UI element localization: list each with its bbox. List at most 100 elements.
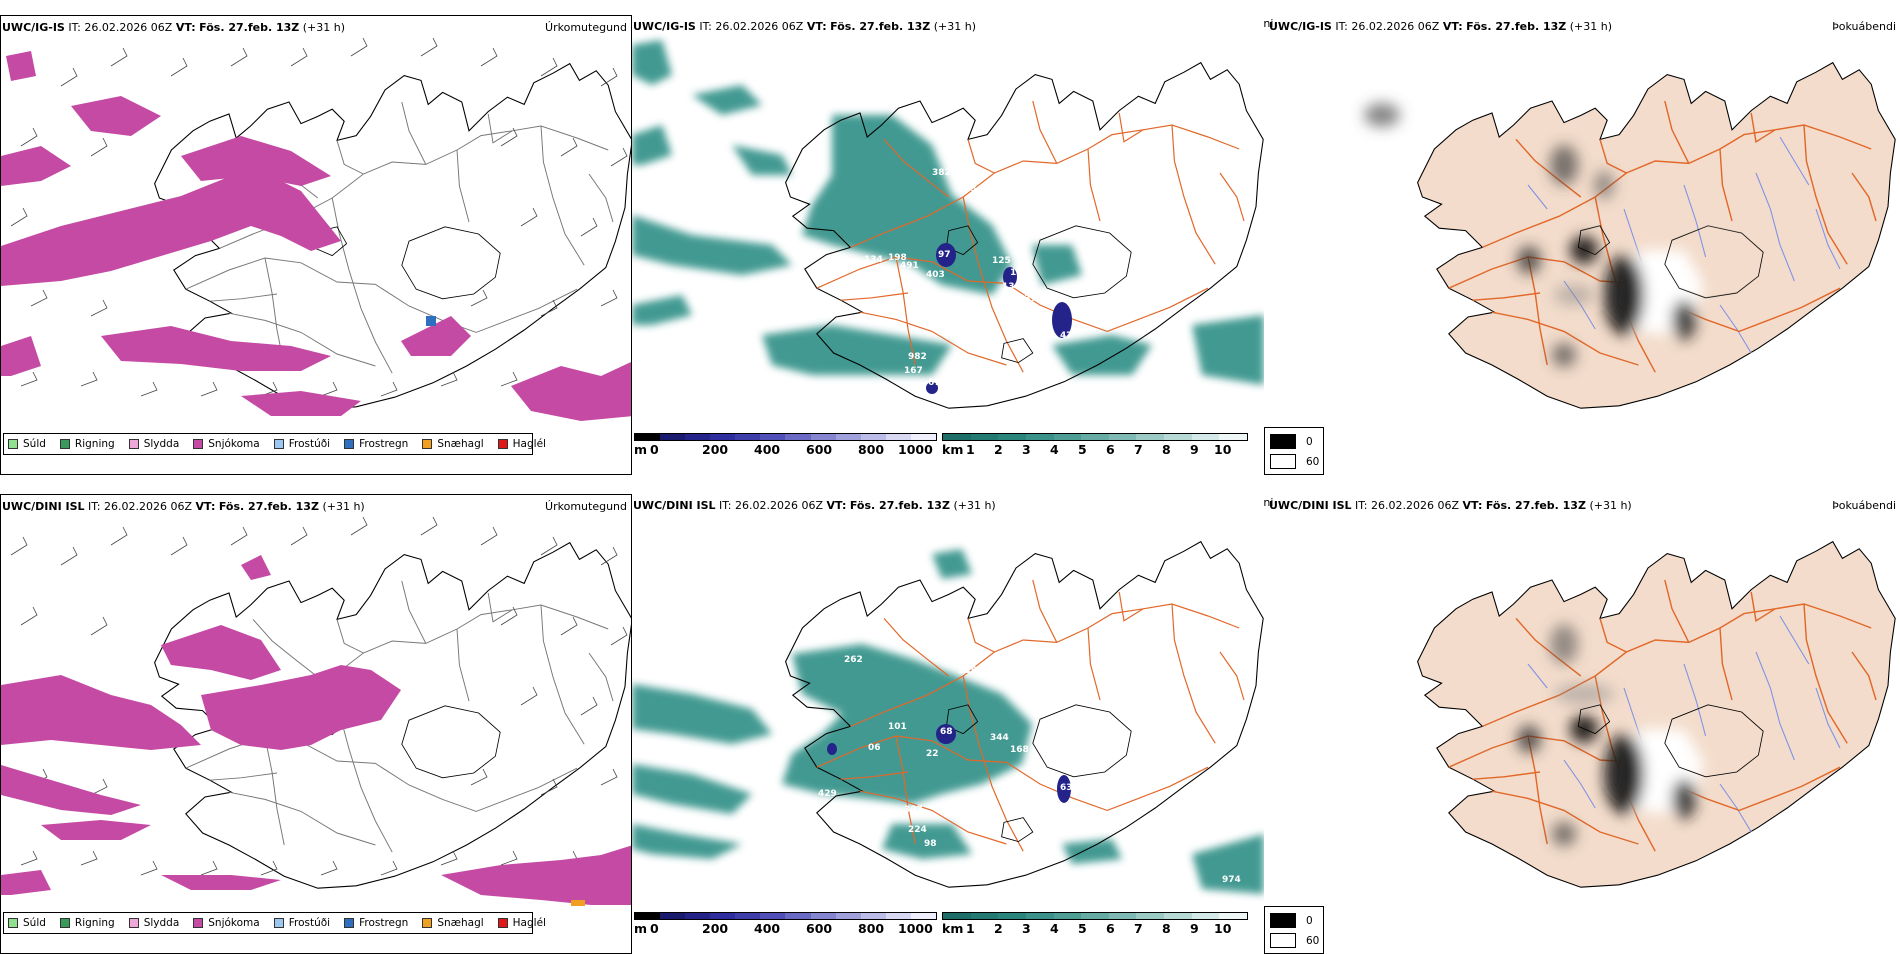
height-colorbar-ticks: m 0 200 400 600 800 1000	[634, 442, 937, 457]
cloud-label: 125	[992, 256, 1011, 266]
visibility-colorbar-ticks: km 1 2 3 4 5 6 7 8 9 10	[942, 442, 1248, 457]
legend-item: Rigning	[59, 438, 115, 450]
legend-swatch	[422, 918, 433, 928]
colorbar-tick: 600	[806, 442, 833, 457]
fog-legend-item: 60	[1270, 933, 1319, 948]
cloud-base-labels: 345 382 453 134 198 491 97 125 116 403 1…	[796, 123, 1073, 392]
cloud-label: 403	[926, 270, 945, 280]
panel-header: UWC/IG-IS IT: 26.02.2026 06Z VT: Fös. 27…	[2, 21, 346, 34]
legend-swatch	[128, 918, 139, 928]
legend-swatch	[59, 918, 70, 928]
legend-item: Haglél	[497, 917, 546, 929]
fog-shading	[1364, 103, 1704, 367]
fog-legend-item: 0	[1270, 913, 1313, 928]
colorbar-tick: 200	[702, 442, 729, 457]
legend-item: Rigning	[59, 917, 115, 929]
legend-swatch	[273, 439, 284, 449]
cloud-label: 68	[940, 727, 953, 737]
legend-swatch	[344, 439, 355, 449]
cloud-base-map: 345 382 453 134 198 491 97 125 116 403 1…	[632, 40, 1264, 409]
visibility-colorbar-bar	[942, 912, 1248, 920]
colorbar-tick: 6	[1106, 921, 1115, 936]
legend-item: Slydda	[128, 438, 179, 450]
cloud-base-map: 262 335 101 68 344 168 06 22 633 429 307…	[632, 540, 1264, 894]
height-colorbar: m 0 200 400 600 800 1000	[634, 433, 937, 459]
colorbar-tick: 10	[1214, 442, 1232, 457]
colorbar-tick: 1000	[898, 442, 933, 457]
colorbar-tick: 9	[1190, 442, 1199, 457]
legend-item: Snæhagl	[422, 438, 484, 450]
legend-swatch	[59, 439, 70, 449]
legend-item: Frostúði	[273, 438, 330, 450]
panel-title: Úrkomutegund	[545, 500, 627, 513]
cloud-label: 637	[1018, 294, 1037, 304]
colorbar-unit: m	[634, 442, 648, 457]
colorbar-unit: km	[942, 442, 964, 457]
colorbar-tick: 10	[1214, 921, 1232, 936]
colorbar-tick: 1	[966, 921, 975, 936]
colorbar-tick: 2	[994, 921, 1003, 936]
colorbar-tick: 6	[1106, 442, 1115, 457]
precip-type-panel-ig: UWC/IG-IS IT: 26.02.2026 06Z VT: Fös. 27…	[0, 15, 632, 475]
cloud-label: 13	[1002, 282, 1015, 292]
height-colorbar-bar	[634, 912, 937, 920]
cloud-base-panel-dini: 262 335 101 68 344 168 06 22 633 429 307…	[632, 494, 1264, 954]
colorbar-tick: 1	[966, 442, 975, 457]
fog-index-map	[1416, 540, 1896, 888]
precip-legend: Súld Rigning Slydda Snjókoma Frostúði Fr…	[3, 912, 546, 934]
colorbar-tick: 9	[1190, 921, 1199, 936]
visibility-colorbar-bar	[942, 433, 1248, 441]
panel-title: Þokuábendi	[1832, 499, 1896, 512]
cloud-label: 67	[928, 378, 941, 388]
legend-item: Frostregn	[344, 917, 408, 929]
height-colorbar: m 0 200 400 600 800 1000	[634, 912, 937, 938]
cloud-label: 307	[904, 805, 923, 815]
cloud-label: 98	[924, 839, 937, 849]
colorbar-tick: 3	[1022, 442, 1031, 457]
cloud-label: 974	[1222, 875, 1241, 885]
colorbar-tick: 7	[1134, 921, 1143, 936]
cloud-label: 97	[938, 250, 951, 260]
cloud-label: 116	[1010, 268, 1029, 278]
precip-legend: Súld Rigning Slydda Snjókoma Frostúði Fr…	[3, 433, 546, 455]
cloud-label: 453	[958, 184, 977, 194]
colorbar-tick: 400	[754, 442, 781, 457]
panel-title: Úrkomutegund	[545, 21, 627, 34]
legend-swatch	[8, 439, 18, 449]
colorbar-tick: 7	[1134, 442, 1143, 457]
legend-swatch	[422, 439, 433, 449]
cloud-label: 101	[888, 722, 907, 732]
colorbar-tick: 4	[1050, 921, 1059, 936]
visibility-colorbar: km 1 2 3 4 5 6 7 8 9 10	[942, 912, 1248, 938]
legend-swatch	[193, 918, 204, 928]
colorbar-tick: 400	[754, 921, 781, 936]
visibility-colorbar-ticks: km 1 2 3 4 5 6 7 8 9 10	[942, 921, 1248, 936]
cloud-label: 345	[796, 123, 815, 133]
cloud-base-labels: 262 335 101 68 344 168 06 22 633 429 307…	[818, 655, 1241, 885]
legend-swatch	[497, 918, 508, 928]
snow-areas	[1, 555, 631, 905]
legend-item: Slydda	[128, 917, 179, 929]
legend-item: Súld	[8, 917, 46, 929]
panel-title: Skyggni	[1264, 496, 1274, 509]
cloud-label: 262	[844, 655, 863, 665]
precip-type-panel-dini: UWC/DINI ISL IT: 26.02.2026 06Z VT: Fös.…	[0, 494, 632, 954]
panel-title: Skyggni	[1264, 17, 1274, 30]
colorbar-tick: 4	[1050, 442, 1059, 457]
fog-shading	[1517, 624, 1704, 846]
fog-legend-item: 0	[1270, 434, 1313, 449]
cloud-label: 982	[908, 352, 927, 362]
legend-item: Haglél	[497, 438, 546, 450]
cloud-label: 164	[906, 382, 925, 392]
visibility-colorbar: km 1 2 3 4 5 6 7 8 9 10	[942, 433, 1248, 459]
panel-header: UWC/IG-IS IT: 26.02.2026 06Z VT: Fös. 27…	[1269, 20, 1613, 33]
cloud-label: 224	[908, 825, 927, 835]
legend-item: Snjókoma	[193, 917, 260, 929]
colorbar-tick: 800	[858, 442, 885, 457]
cloud-label: 134	[864, 255, 883, 265]
legend-swatch	[128, 439, 139, 449]
colorbar-tick: 5	[1078, 442, 1087, 457]
low-cloud-areas	[827, 724, 1071, 803]
legend-item: Snæhagl	[422, 917, 484, 929]
colorbar-tick: 0	[650, 921, 659, 936]
